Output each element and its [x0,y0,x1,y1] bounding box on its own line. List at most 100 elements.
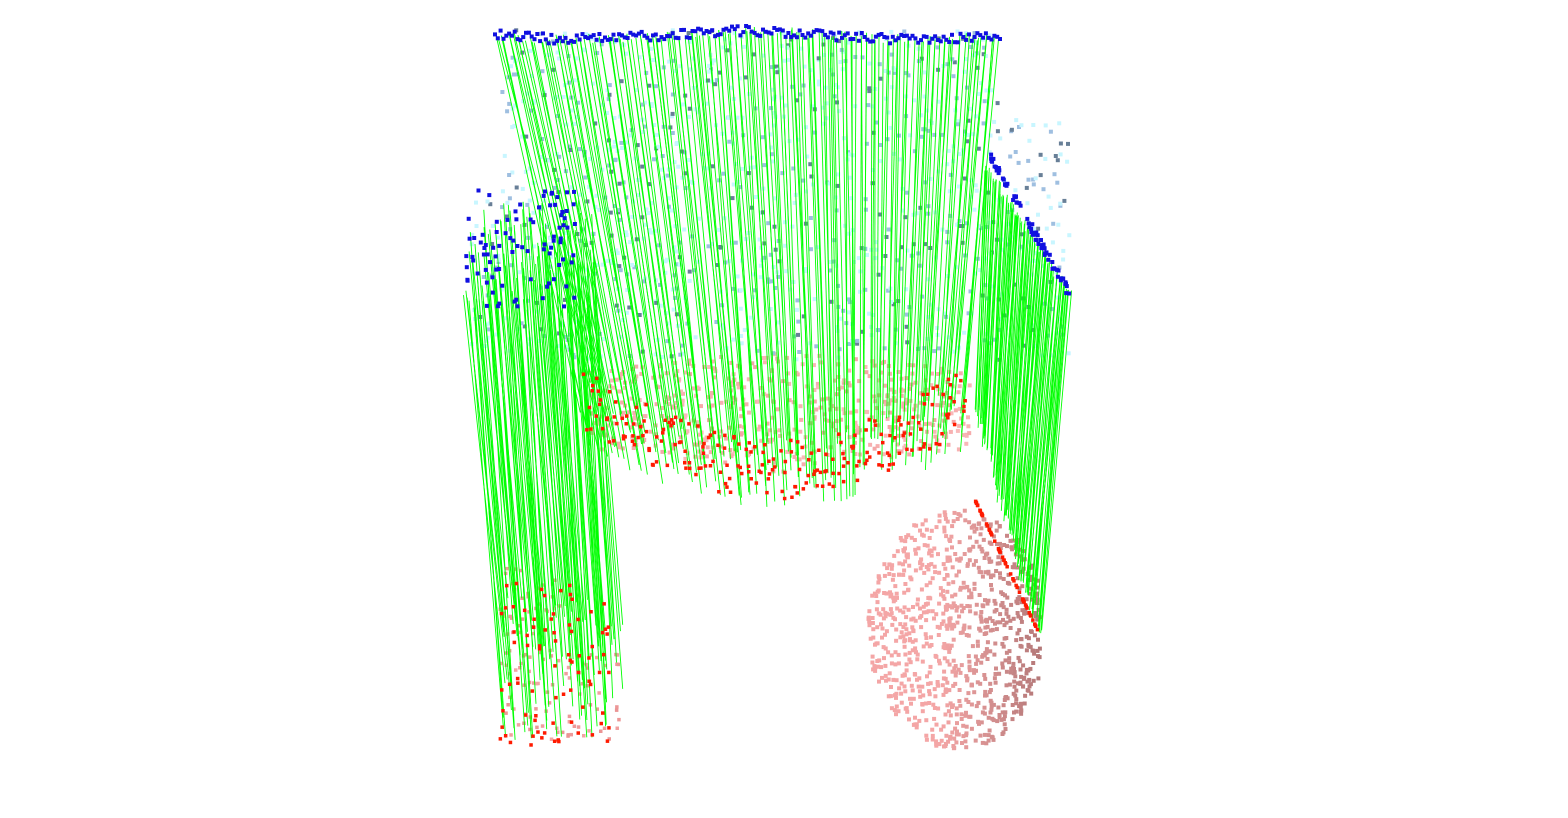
target-point [940,683,945,688]
source-keypoint [514,217,519,222]
target-point [886,650,891,655]
source-point [969,178,974,183]
target-keypoint [512,630,516,634]
target-keypoint [607,390,612,394]
source-point [847,152,852,157]
source-keypoint [572,295,577,300]
source-point [649,230,653,235]
target-point [926,567,931,572]
source-point [687,39,692,44]
target-point [729,454,734,459]
target-point [939,370,944,375]
source-point [965,221,969,226]
correspondence-line [953,33,988,407]
target-point [966,654,971,659]
source-point [715,263,720,267]
source-point [832,238,837,243]
target-point [761,356,766,360]
target-keypoint [598,398,603,402]
correspondence-line [500,221,534,737]
source-keypoint [876,32,881,37]
source-point [630,263,635,267]
correspondence-line [590,273,624,689]
target-point [884,402,889,407]
target-point [1008,626,1013,630]
source-keypoint [868,39,873,44]
target-point [1029,629,1034,634]
target-keypoint [839,440,843,445]
target-point [978,733,983,738]
target-point [975,680,980,685]
source-keypoint [1030,232,1035,237]
target-point [890,577,895,582]
correspondence-line [1014,244,1039,555]
source-point [876,272,881,277]
target-point [553,578,557,582]
source-point [704,166,709,171]
source-point [641,236,646,241]
target-point [968,535,972,540]
source-point [713,82,718,87]
source-point [982,45,987,50]
target-point [874,594,879,598]
target-keypoint [706,435,711,440]
target-point [888,371,892,376]
correspondence-line [718,30,750,493]
target-point [961,723,966,728]
source-point [641,279,646,284]
target-point [1004,650,1009,655]
target-keypoint [615,421,619,426]
source-point [904,71,909,76]
target-point [887,562,892,567]
source-point [593,121,598,126]
target-point [1034,592,1039,597]
source-point [782,58,787,63]
source-keypoint [761,27,765,32]
target-point [1006,572,1011,577]
source-point [858,289,862,294]
source-point [920,294,925,299]
source-point [617,181,622,186]
source-point [971,132,976,137]
target-point [639,371,644,376]
source-keypoint [727,28,732,33]
target-point [1031,661,1036,665]
target-point [585,684,590,688]
target-keypoint [1031,618,1035,622]
target-point [870,616,875,620]
target-point [905,709,910,714]
source-point [860,55,865,60]
target-point [682,415,687,420]
target-point [918,566,923,571]
source-keypoint [491,245,496,250]
target-keypoint [699,466,703,470]
source-point [564,231,569,236]
source-point [740,115,745,120]
source-point [674,312,679,317]
source-point [734,162,738,166]
target-point [512,707,516,711]
source-point [945,229,950,234]
target-point [943,712,948,717]
target-point [610,378,615,383]
target-keypoint [561,692,566,696]
target-point [915,657,920,662]
source-point [641,310,646,315]
source-point [522,324,527,329]
source-keypoint [493,254,498,259]
target-point [950,565,955,570]
target-keypoint [1008,572,1013,576]
target-keypoint [515,676,520,681]
source-point [762,255,767,260]
source-point [743,75,748,80]
target-point [890,622,895,627]
correspondence-line [579,39,648,475]
target-point [942,656,947,661]
source-point [600,167,605,172]
source-keypoint [515,37,520,42]
target-point [952,666,957,671]
target-point [898,635,903,640]
target-keypoint [1035,627,1040,632]
target-point [1030,563,1035,568]
